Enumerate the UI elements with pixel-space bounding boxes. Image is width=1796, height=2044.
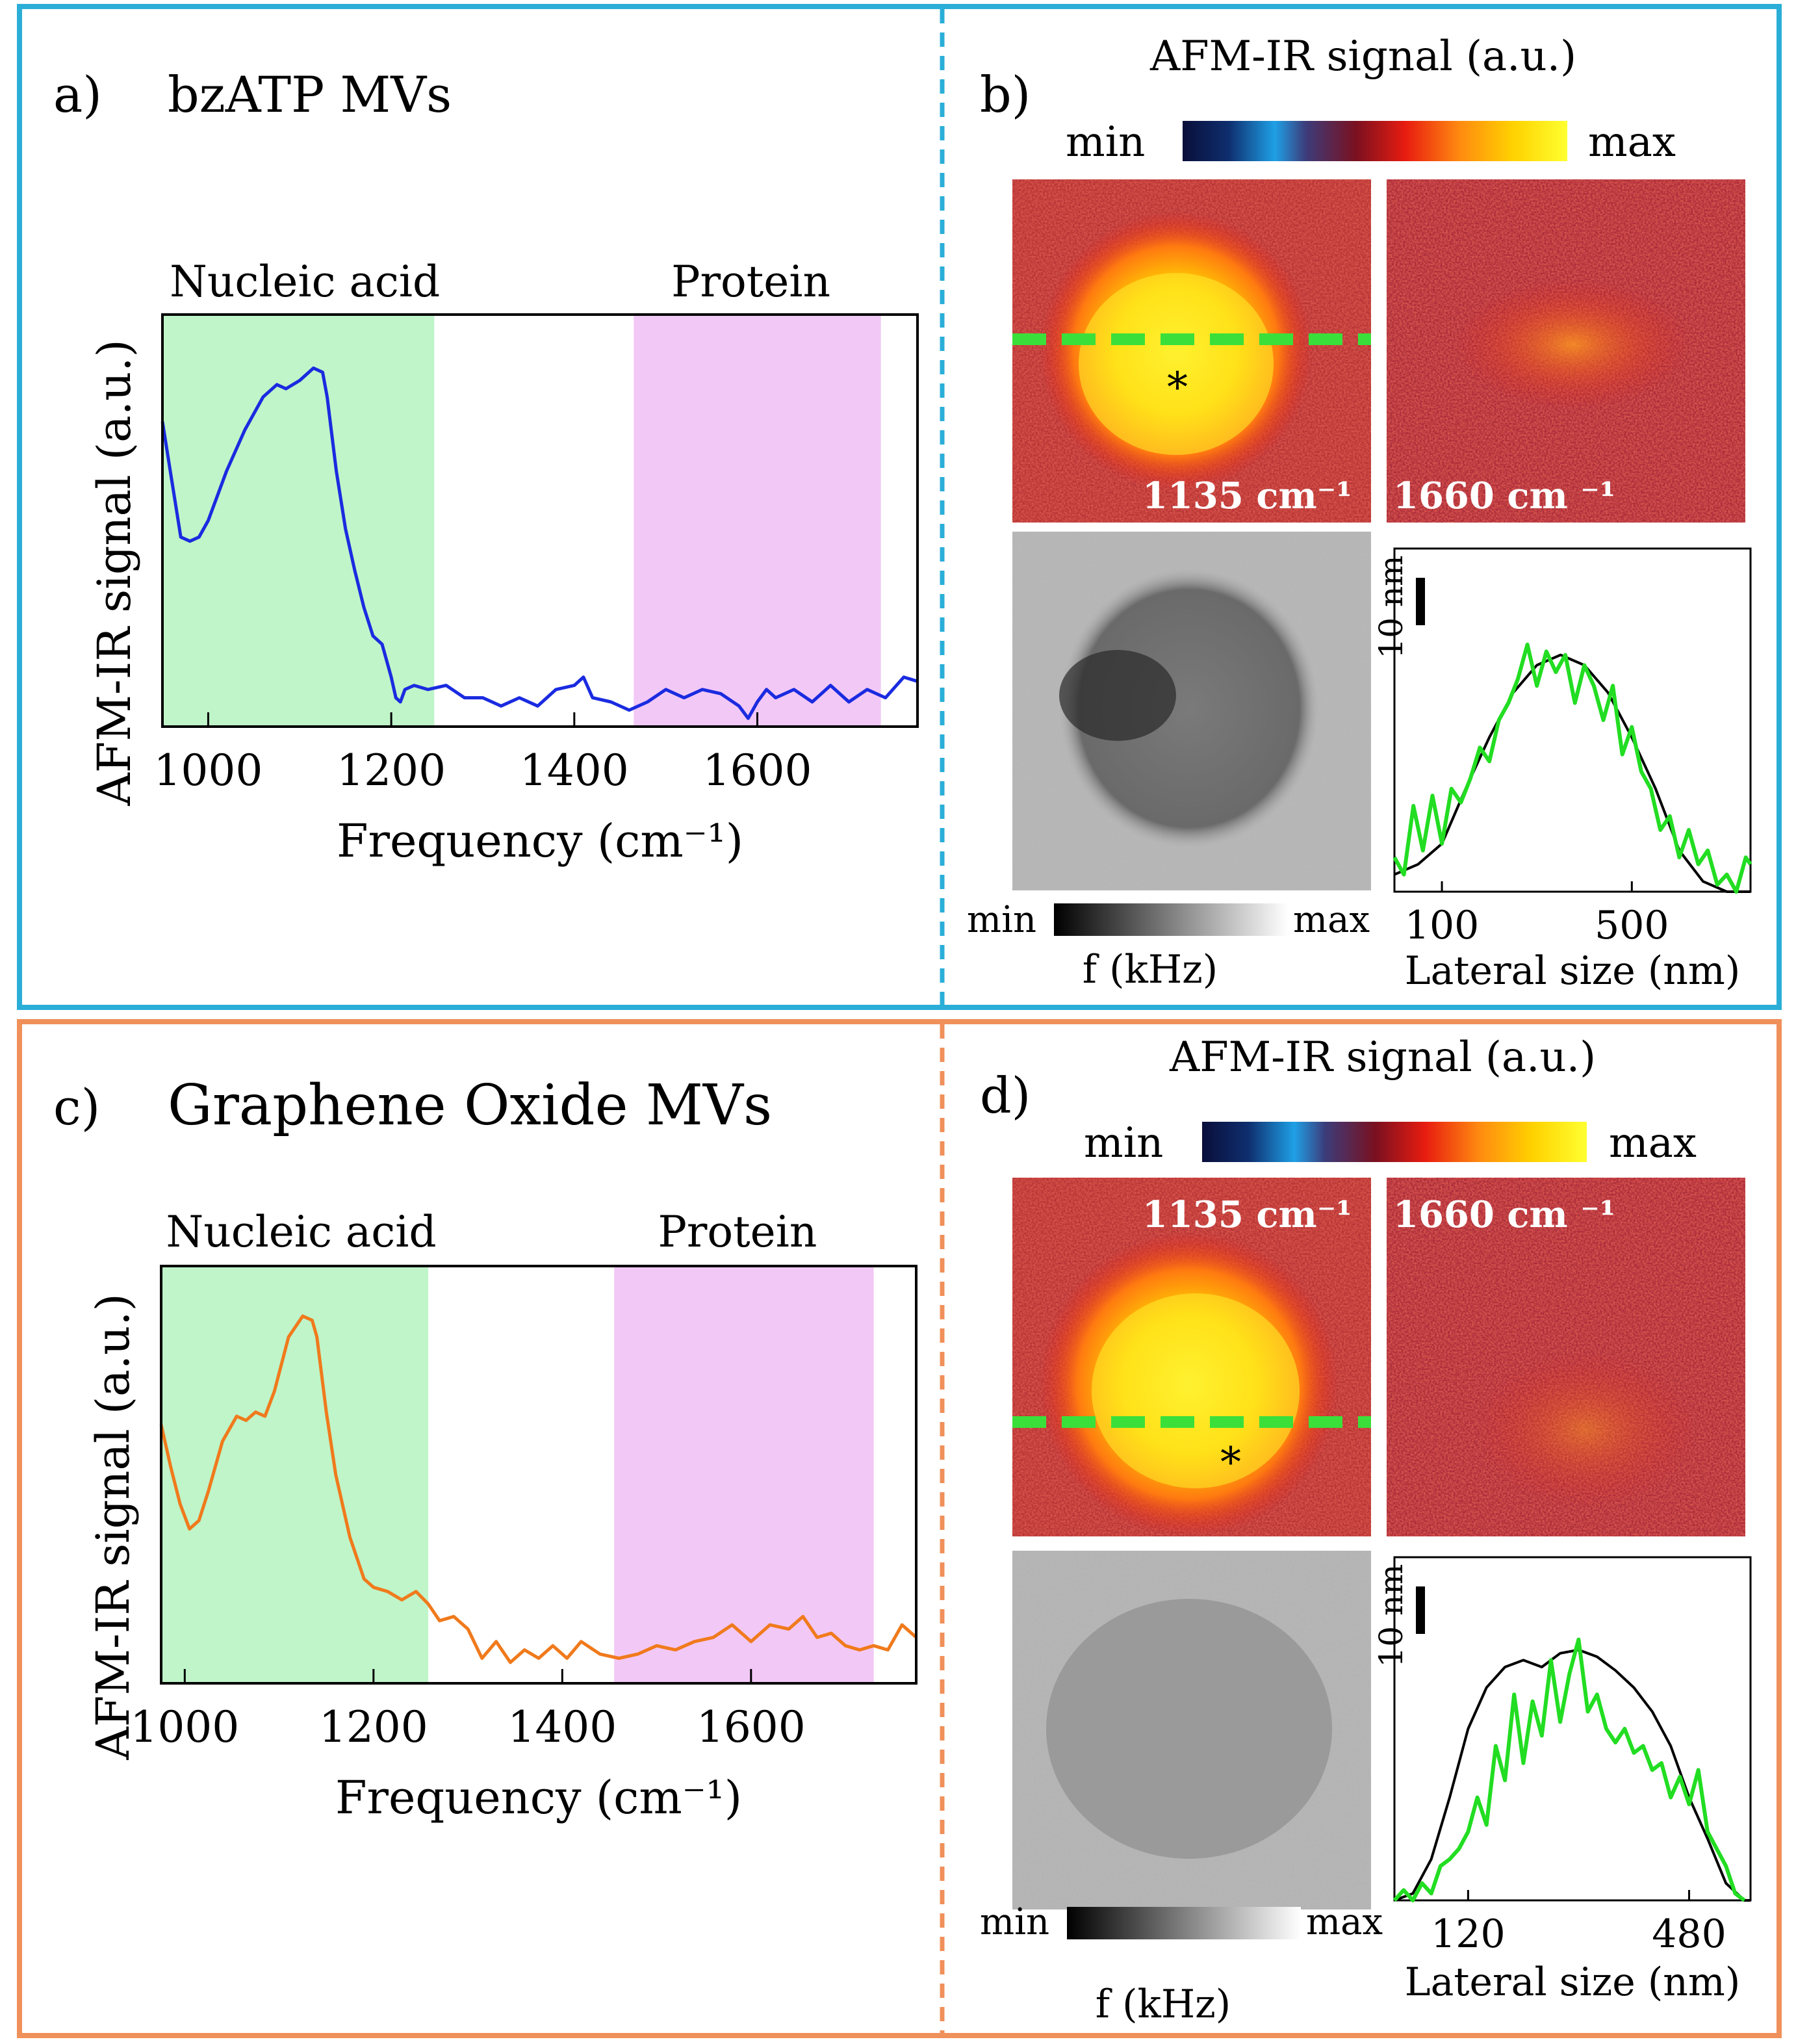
- x-tick-label: 1600: [697, 1702, 806, 1752]
- colorbar-title-d: AFM-IR signal (a.u.): [1169, 1033, 1596, 1081]
- panel-c-title: Graphene Oxide MVs: [168, 1073, 772, 1138]
- marker-d: *: [1220, 1439, 1241, 1487]
- band-protein: [634, 315, 881, 727]
- colorbar-min-b: min: [1066, 118, 1145, 166]
- gray-colorbar-d: [1067, 1907, 1301, 1939]
- gray-label-b: f (kHz): [1083, 947, 1218, 992]
- ir-map-1660-d: 1660 cm ⁻¹: [1387, 1178, 1745, 1536]
- colorbar-b: [1183, 121, 1567, 161]
- y-axis-label: AFM-IR signal (a.u.): [86, 1293, 140, 1761]
- gray-min-b: min: [967, 899, 1036, 941]
- x-tick-label: 480: [1652, 1911, 1726, 1957]
- spectrum-chart-a: Nucleic acid Protein 1000 1200 1400 1600 Frequ…: [88, 257, 919, 868]
- x-axis-label: Frequency (cm⁻¹): [337, 814, 743, 868]
- panel-c-label: c): [53, 1078, 100, 1136]
- profile-line-height: [1394, 653, 1751, 893]
- x-tick-label: 500: [1595, 903, 1669, 948]
- gray-max-b: max: [1293, 899, 1370, 941]
- x-tick-label: 1200: [337, 745, 446, 796]
- map-label-1660-b: 1660 cm ⁻¹: [1393, 474, 1615, 517]
- x-tick-label: 1200: [319, 1702, 428, 1752]
- plot-frame: [160, 1265, 917, 1685]
- gray-max-d: max: [1306, 1901, 1383, 1943]
- ir-map-1135-b: * 1135 cm⁻¹: [1012, 179, 1371, 523]
- band-label-nucleic-acid: Nucleic acid: [170, 257, 440, 307]
- panel-d-label: d): [980, 1067, 1031, 1124]
- x-tick-label: 1400: [520, 745, 629, 796]
- profile-line-afm-ir: [1392, 642, 1752, 894]
- colorbar-max-b: max: [1588, 118, 1676, 166]
- profile-frame: [1393, 1556, 1752, 1902]
- x-tick-label: 1000: [130, 1702, 239, 1752]
- y-axis-label: AFM-IR signal (a.u.): [88, 339, 141, 807]
- spectrum-chart-c: Nucleic acid Protein 1000 1200 1400 1600 Frequ…: [86, 1207, 917, 1824]
- x-tick-label: 1000: [153, 745, 263, 796]
- scale-bar-label: 10 nm: [1372, 1564, 1410, 1667]
- gray-label-d: f (kHz): [1096, 1982, 1231, 2027]
- x-axis-label: Lateral size (nm): [1405, 1960, 1740, 2005]
- x-axis-label: Frequency (cm⁻¹): [335, 1771, 742, 1824]
- band-label-protein: Protein: [671, 257, 830, 307]
- map-label-1135-d: 1135 cm⁻¹: [1142, 1193, 1352, 1236]
- map-label-1135-b: 1135 cm⁻¹: [1142, 474, 1352, 517]
- map-label-1660-d: 1660 cm ⁻¹: [1393, 1193, 1615, 1236]
- ir-map-1135-d: * 1135 cm⁻¹: [1012, 1178, 1371, 1537]
- band-label-nucleic-acid: Nucleic acid: [166, 1207, 436, 1257]
- band-nucleic-acid: [161, 1266, 429, 1683]
- frequency-map-d: [1012, 1551, 1371, 1909]
- gray-min-d: min: [980, 1901, 1049, 1943]
- bottom-panel-frame: [17, 1019, 1782, 2038]
- x-axis-label: Lateral size (nm): [1405, 948, 1740, 994]
- band-label-protein: Protein: [658, 1207, 817, 1257]
- colorbar-max-d: max: [1609, 1119, 1697, 1167]
- marker-b: *: [1167, 364, 1188, 412]
- spectrum-line: [160, 366, 918, 720]
- colorbar-title-b: AFM-IR signal (a.u.): [1149, 32, 1576, 81]
- x-tick-label: 120: [1431, 1911, 1506, 1957]
- top-panel-frame: [17, 4, 1782, 1010]
- x-tick-label: 1400: [507, 1702, 617, 1752]
- colorbar-d: [1202, 1122, 1587, 1162]
- x-tick-label: 100: [1405, 903, 1480, 948]
- ir-map-1660-b: 1660 cm ⁻¹: [1387, 179, 1745, 523]
- frequency-map-b: [1012, 532, 1371, 890]
- panel-a-label: a): [53, 66, 102, 123]
- plot-frame: [161, 313, 919, 728]
- spectrum-line: [159, 1314, 917, 1664]
- band-protein: [614, 1266, 874, 1683]
- profile-frame: [1393, 547, 1752, 893]
- x-tick-label: 1600: [703, 745, 812, 796]
- panel-b-label: b): [980, 66, 1031, 123]
- colorbar-min-d: min: [1084, 1119, 1163, 1167]
- scale-bar-label: 10 nm: [1372, 555, 1410, 658]
- profile-line-afm-ir: [1392, 1637, 1746, 1902]
- gray-colorbar-b: [1054, 903, 1288, 936]
- band-nucleic-acid: [162, 315, 435, 727]
- panel-a-title: bzATP MVs: [168, 66, 452, 123]
